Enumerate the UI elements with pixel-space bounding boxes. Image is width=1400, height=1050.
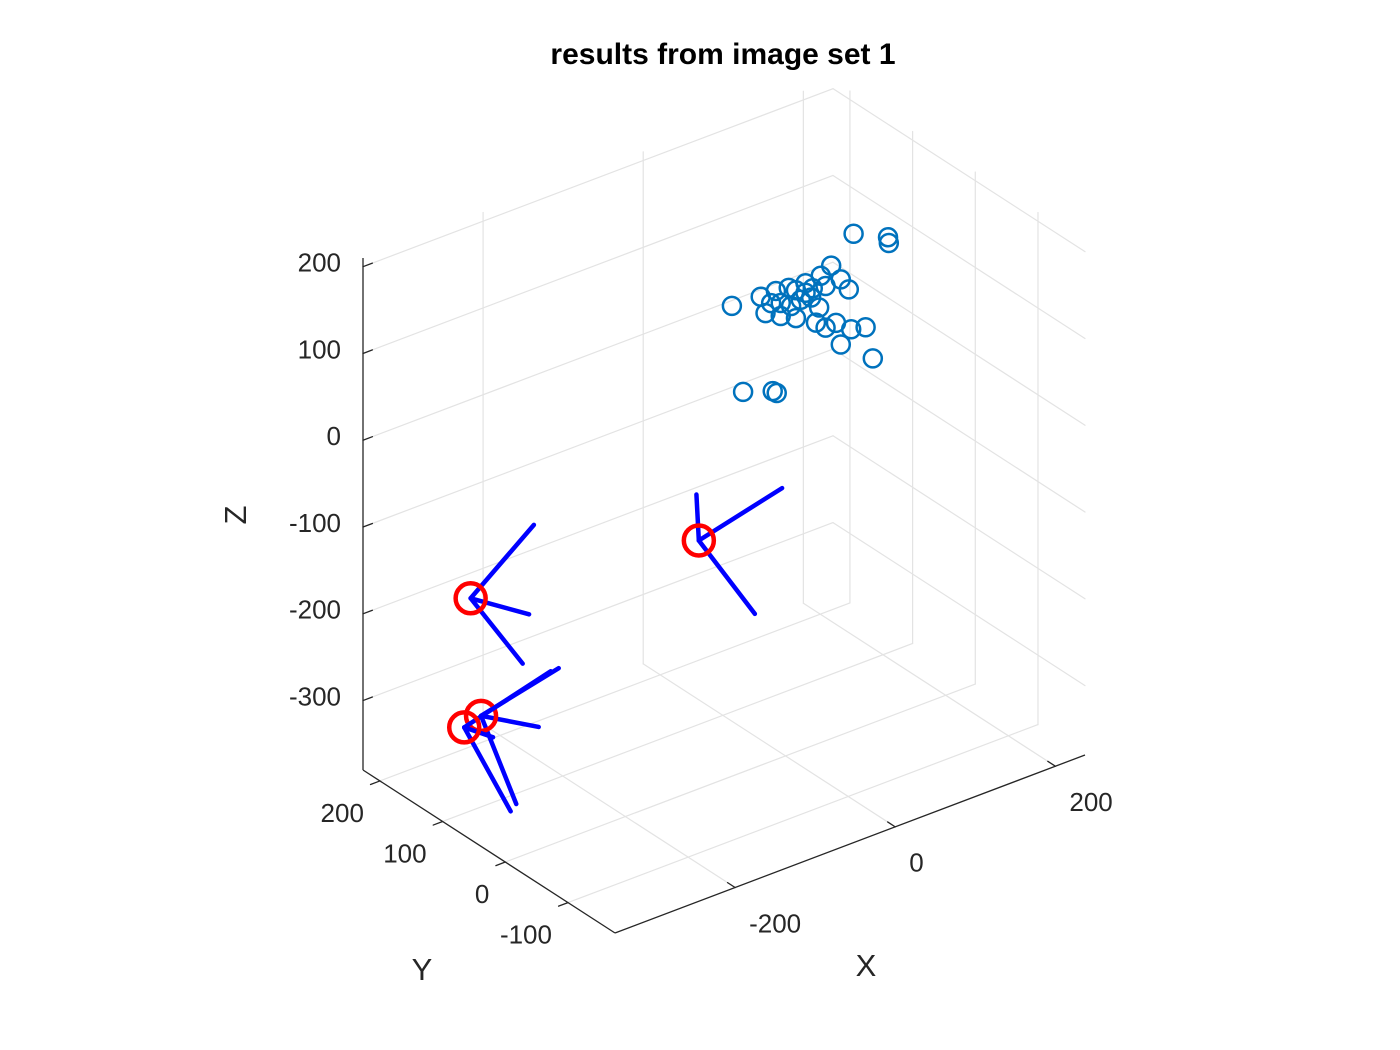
grid-line [442, 642, 914, 823]
point [721, 295, 743, 317]
camera-axis [468, 596, 532, 617]
y-tick-label: 200 [321, 798, 364, 828]
grid-line [832, 174, 1086, 340]
grid-line [379, 602, 851, 782]
point [766, 382, 787, 404]
z-tick-label: 100 [298, 334, 341, 364]
point [815, 275, 836, 297]
grid-line [642, 663, 896, 828]
y-axis-line [362, 769, 616, 934]
camera-position [453, 581, 488, 616]
point [855, 317, 876, 338]
y-tick-label: 100 [383, 838, 426, 868]
z-tick-label: -200 [289, 595, 341, 625]
z-tick-label: -100 [289, 508, 341, 538]
tick-mark [887, 821, 896, 828]
point [838, 279, 860, 300]
grid-line [362, 521, 834, 702]
camera-position [681, 523, 717, 558]
camera-axis [468, 596, 525, 666]
grid-line [832, 88, 1086, 253]
point [785, 307, 807, 329]
grid-line [832, 521, 1086, 687]
grid-line [362, 174, 834, 355]
tick-mark [369, 780, 381, 786]
grid-line [802, 602, 1056, 767]
tick-mark [362, 349, 374, 355]
grid-line [832, 348, 1086, 513]
tick-mark [362, 262, 374, 268]
chart-title: results from image set 1 [550, 38, 895, 71]
point [795, 272, 816, 294]
x-tick-label: 200 [1069, 787, 1112, 817]
tick-mark [432, 820, 444, 826]
z-tick-label: 200 [298, 248, 341, 278]
camera-axis [478, 713, 541, 730]
x-axis-line [614, 754, 1086, 934]
grid-line [832, 435, 1086, 600]
z-tick-label: 0 [327, 421, 341, 451]
tick-mark [362, 436, 374, 441]
grid-line [832, 261, 1086, 426]
tick-mark [557, 901, 569, 907]
grid-line [567, 723, 1039, 904]
grid-line [504, 683, 976, 863]
tick-mark [362, 522, 374, 528]
tick-mark [1047, 760, 1057, 767]
x-tick-label: -200 [749, 908, 801, 938]
point [843, 223, 864, 245]
tick-mark [495, 861, 506, 867]
y-tick-label: -100 [500, 919, 552, 949]
point [808, 297, 830, 318]
grid-line [362, 88, 834, 268]
point [830, 334, 852, 355]
z-axis-label: Z [218, 506, 253, 525]
point [755, 302, 776, 324]
camera-position [446, 710, 482, 745]
point [760, 292, 782, 314]
grid-line [362, 261, 834, 441]
point [805, 312, 827, 333]
y-axis-label: Y [412, 952, 433, 987]
point [840, 319, 862, 340]
tick-mark [362, 696, 374, 702]
point [815, 317, 836, 338]
z-tick-label: -300 [289, 681, 341, 711]
grid-line [482, 723, 736, 889]
camera-axis [694, 492, 702, 543]
grid-line [362, 348, 834, 528]
y-tick-label: 0 [475, 879, 489, 909]
point [732, 381, 754, 403]
grid-line [362, 435, 834, 615]
x-tick-label: 0 [909, 848, 923, 878]
x-axis-label: X [856, 948, 877, 983]
tick-mark [362, 609, 374, 615]
point [862, 348, 884, 369]
point [770, 292, 791, 314]
point [878, 232, 900, 254]
tick-mark [726, 881, 736, 889]
